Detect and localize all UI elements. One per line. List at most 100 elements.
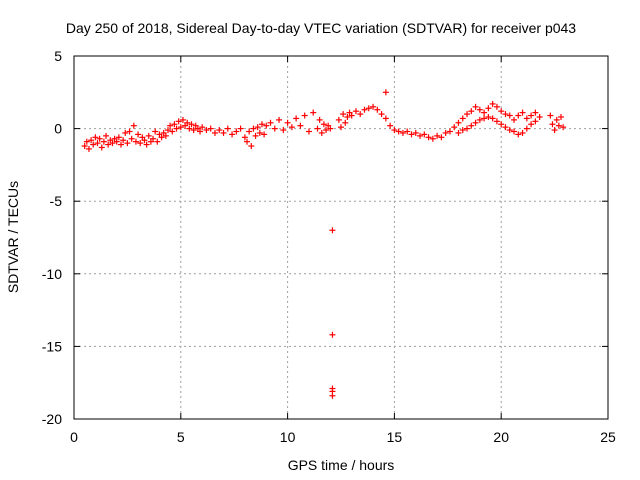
data-point [115,134,122,141]
data-point [404,128,411,135]
data-point [348,112,355,119]
data-point [455,119,462,126]
data-point [132,138,139,145]
data-point [145,132,152,139]
data-point [241,134,248,141]
data-point [451,124,458,131]
data-point [329,392,336,399]
data-point [90,141,97,148]
y-tick-label: -15 [42,338,62,354]
data-point [229,131,236,138]
data-point [130,122,137,129]
data-point [464,111,471,118]
data-point [318,129,325,136]
data-point [370,103,377,110]
x-axis-label: GPS time / hours [288,457,395,473]
data-point [310,109,317,116]
data-point [327,125,334,132]
data-point [528,121,535,128]
data-point [378,111,385,118]
data-point [472,103,479,110]
data-point [188,121,195,128]
data-point [141,137,148,144]
data-point [459,127,466,134]
data-point [184,119,191,126]
data-point [94,140,101,147]
data-point [553,116,560,123]
data-point [515,131,522,138]
data-point [498,108,505,115]
data-point [555,122,562,129]
data-point [154,138,161,145]
tick-label-layer: 0 5 10 15 20 25 5 0 -5 -10 -15 -20 [42,48,616,445]
data-point [169,128,176,135]
data-point [109,140,116,147]
plot-frame [73,55,609,420]
data-point [502,124,509,131]
data-point [305,128,312,135]
data-point [382,115,389,122]
data-point [186,125,193,132]
data-point [361,106,368,113]
data-point [122,129,129,136]
data-point [344,113,351,120]
data-point [515,112,522,119]
x-tick-label: 25 [600,429,616,445]
data-point [532,118,539,125]
data-point [429,135,436,142]
data-point [179,116,186,123]
data-point [523,115,530,122]
data-point [137,140,144,147]
data-point [459,115,466,122]
data-point [493,118,500,125]
data-point [421,131,428,138]
data-point [335,116,342,123]
data-point [173,125,180,132]
data-point [162,132,169,139]
data-point [103,132,110,139]
data-point [323,127,330,134]
data-point [442,129,449,136]
data-point [511,128,518,135]
data-point [314,125,321,132]
data-point [211,129,218,136]
data-point [528,112,535,119]
x-tick-label: 0 [70,429,78,445]
x-tick-label: 15 [387,429,403,445]
points-layer [81,89,567,399]
data-point [167,122,174,129]
data-point [417,132,424,139]
data-point [476,116,483,123]
x-tick-label: 10 [280,429,296,445]
data-point [96,135,103,142]
data-point [551,127,558,134]
y-tick-label: -10 [42,266,62,282]
data-point [280,127,287,134]
data-point [391,127,398,134]
data-point [365,105,372,112]
data-point [468,122,475,129]
data-point [316,116,323,123]
main-series [81,100,567,152]
y-tick-label: -5 [50,193,63,209]
y-axis-label: SDTVAR / TECUs [5,181,21,293]
data-point [152,128,159,135]
data-point [412,129,419,136]
data-point [197,128,204,135]
data-point [558,113,565,120]
data-point [246,128,253,135]
data-point [164,127,171,134]
data-point [502,111,509,118]
data-point [237,125,244,132]
data-point [250,125,257,132]
data-point [519,109,526,116]
data-point [171,121,178,128]
data-point [258,121,265,128]
data-point [536,113,543,120]
data-point [387,122,394,129]
data-point [342,119,349,126]
data-point [293,115,300,122]
data-point [85,145,92,152]
